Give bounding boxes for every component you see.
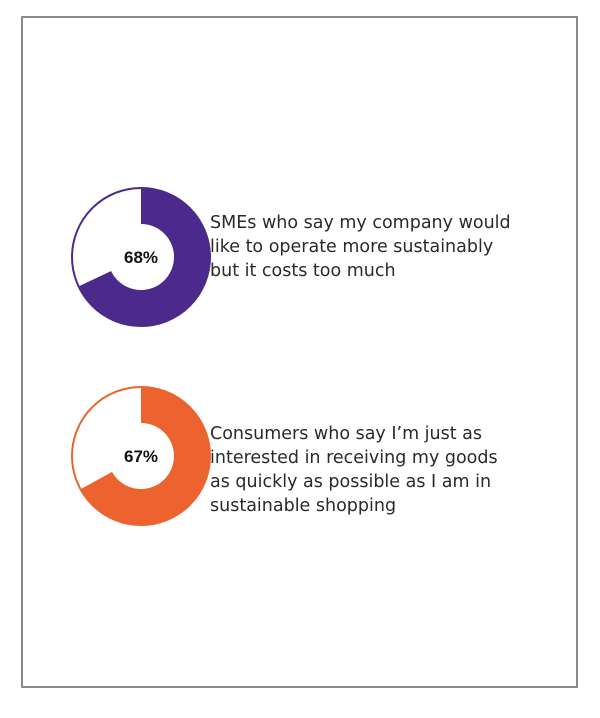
caption-consumers: Consumers who say I’m just as interested… — [210, 422, 560, 518]
caption-line: sustainable shopping — [210, 496, 397, 516]
stat-block-consumers: 67% Consumers who say I’m just as intere… — [23, 381, 576, 531]
infographic-frame: 68% SMEs who say my company would like t… — [21, 16, 578, 688]
caption-smes: SMEs who say my company would like to op… — [210, 211, 560, 283]
donut-ring-border — [71, 386, 211, 526]
caption-line: interested in receiving my goods — [210, 448, 498, 468]
donut-chart-consumers: 67% — [71, 386, 211, 526]
donut-value-label: 67% — [124, 447, 158, 466]
caption-line: SMEs who say my company would — [210, 213, 511, 233]
stat-block-smes: 68% SMEs who say my company would like t… — [23, 182, 576, 332]
donut-chart-smes: 68% — [71, 187, 211, 327]
donut-value-label: 68% — [124, 248, 158, 267]
donut-ring-border — [71, 187, 211, 327]
donut-hole — [108, 423, 174, 489]
caption-line: but it costs too much — [210, 261, 396, 281]
donut-hole — [108, 224, 174, 290]
caption-line: Consumers who say I’m just as — [210, 424, 483, 444]
caption-line: as quickly as possible as I am in — [210, 472, 492, 492]
caption-line: like to operate more sustainably — [210, 237, 494, 257]
